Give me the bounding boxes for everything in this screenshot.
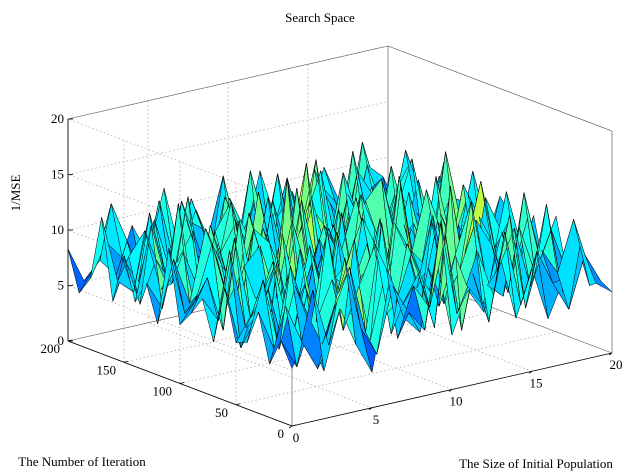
x-tick-label: 10 xyxy=(450,394,463,409)
y-tick-label: 200 xyxy=(41,341,61,356)
z-tick-label: 0 xyxy=(58,333,65,348)
x-tick-label: 15 xyxy=(530,375,543,390)
x-tick-label: 20 xyxy=(610,357,623,372)
x-axis-label: The Size of Initial Population xyxy=(459,456,613,471)
y-tick-label: 100 xyxy=(153,384,173,399)
x-tick-label: 5 xyxy=(373,412,380,427)
surface-patch-0-19 xyxy=(67,248,96,294)
y-tick-label: 150 xyxy=(97,362,117,377)
y-tick-label: 50 xyxy=(215,405,228,420)
z-tick-label: 10 xyxy=(51,222,64,237)
surface-mesh xyxy=(67,141,613,373)
y-tick-label: 0 xyxy=(278,426,285,441)
z-axis-label: 1/MSE xyxy=(8,175,23,212)
z-tick-label: 5 xyxy=(58,278,65,293)
z-tick-label: 15 xyxy=(51,167,64,182)
axes-frame xyxy=(67,118,613,429)
y-axis-label: The Number of Iteration xyxy=(18,454,146,469)
surface-patch-19-0 xyxy=(584,254,613,293)
x-tick-label: 0 xyxy=(293,430,300,445)
z-tick-label: 20 xyxy=(51,111,64,126)
chart-title: Search Space xyxy=(285,10,355,25)
